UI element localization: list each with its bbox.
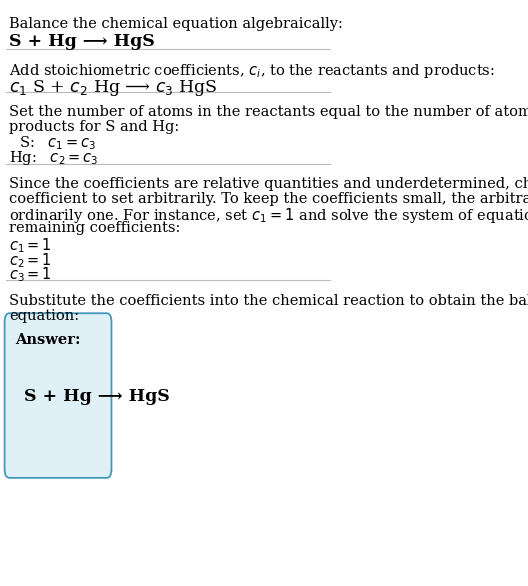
- Text: Since the coefficients are relative quantities and underdetermined, choose a: Since the coefficients are relative quan…: [10, 178, 528, 192]
- Text: $c_2 = 1$: $c_2 = 1$: [10, 251, 52, 270]
- Text: Substitute the coefficients into the chemical reaction to obtain the balanced: Substitute the coefficients into the che…: [10, 294, 528, 308]
- Text: Balance the chemical equation algebraically:: Balance the chemical equation algebraica…: [10, 18, 343, 32]
- Text: remaining coefficients:: remaining coefficients:: [10, 221, 181, 235]
- Text: equation:: equation:: [10, 309, 80, 323]
- Text: Hg:   $c_2 = c_3$: Hg: $c_2 = c_3$: [10, 149, 99, 166]
- Text: S + Hg ⟶ HgS: S + Hg ⟶ HgS: [10, 33, 155, 50]
- Text: Add stoichiometric coefficients, $c_i$, to the reactants and products:: Add stoichiometric coefficients, $c_i$, …: [10, 62, 495, 80]
- Text: S:   $c_1 = c_3$: S: $c_1 = c_3$: [19, 134, 97, 152]
- Text: S + Hg ⟶ HgS: S + Hg ⟶ HgS: [24, 389, 170, 406]
- Text: Answer:: Answer:: [15, 333, 81, 347]
- Text: coefficient to set arbitrarily. To keep the coefficients small, the arbitrary va: coefficient to set arbitrarily. To keep …: [10, 192, 528, 206]
- Text: Set the number of atoms in the reactants equal to the number of atoms in the: Set the number of atoms in the reactants…: [10, 105, 528, 120]
- Text: $c_1 = 1$: $c_1 = 1$: [10, 236, 52, 255]
- FancyBboxPatch shape: [5, 314, 111, 478]
- Text: ordinarily one. For instance, set $c_1 = 1$ and solve the system of equations fo: ordinarily one. For instance, set $c_1 =…: [10, 206, 528, 226]
- Text: $c_1$ S + $c_2$ Hg ⟶ $c_3$ HgS: $c_1$ S + $c_2$ Hg ⟶ $c_3$ HgS: [10, 78, 218, 98]
- Text: $c_3 = 1$: $c_3 = 1$: [10, 265, 52, 284]
- Text: products for S and Hg:: products for S and Hg:: [10, 120, 180, 134]
